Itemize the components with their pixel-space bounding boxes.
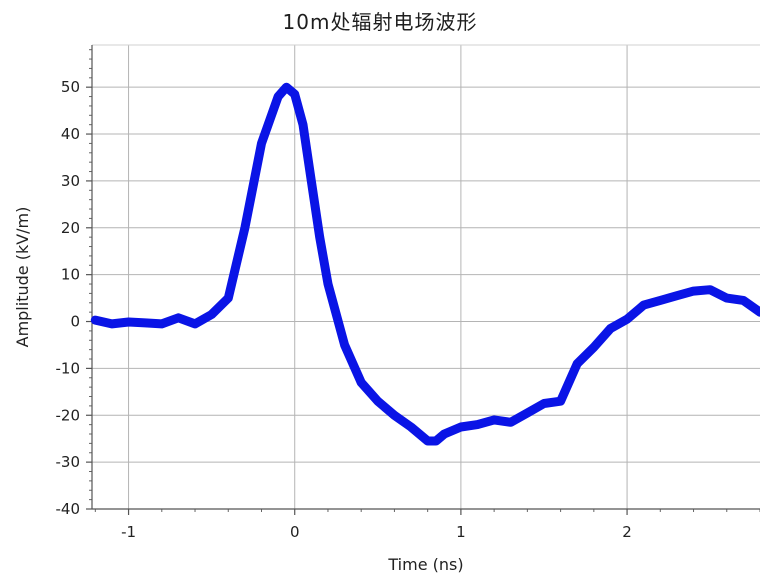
x-tick-label: 2 — [622, 523, 632, 541]
y-tick-label: 0 — [70, 313, 80, 331]
x-tick-labels: -1 0 1 2 — [121, 523, 632, 541]
y-tick-label: -30 — [56, 453, 81, 471]
y-axis-title: Amplitude (kV/m) — [13, 207, 32, 348]
y-tick-label: 20 — [61, 219, 80, 237]
x-tick-label: -1 — [121, 523, 136, 541]
y-tick-label: 30 — [61, 172, 80, 190]
y-tick-label: 40 — [61, 125, 80, 143]
chart-title: 10m处辐射电场波形 — [282, 10, 478, 34]
y-tick-label: -40 — [56, 500, 81, 518]
x-tick-label: 1 — [456, 523, 466, 541]
y-tick-label: 10 — [61, 266, 80, 284]
grid-lines — [92, 44, 760, 509]
x-tick-label: 0 — [290, 523, 300, 541]
plot-background — [92, 45, 760, 509]
series-line — [90, 82, 760, 446]
y-tick-labels: -40 -30 -20 -10 0 10 20 30 40 50 — [56, 78, 81, 518]
y-tick-label: -10 — [56, 359, 81, 377]
y-tick-label: -20 — [56, 406, 81, 424]
x-axis-title: Time (ns) — [387, 555, 463, 574]
y-tick-label: 50 — [61, 78, 80, 96]
